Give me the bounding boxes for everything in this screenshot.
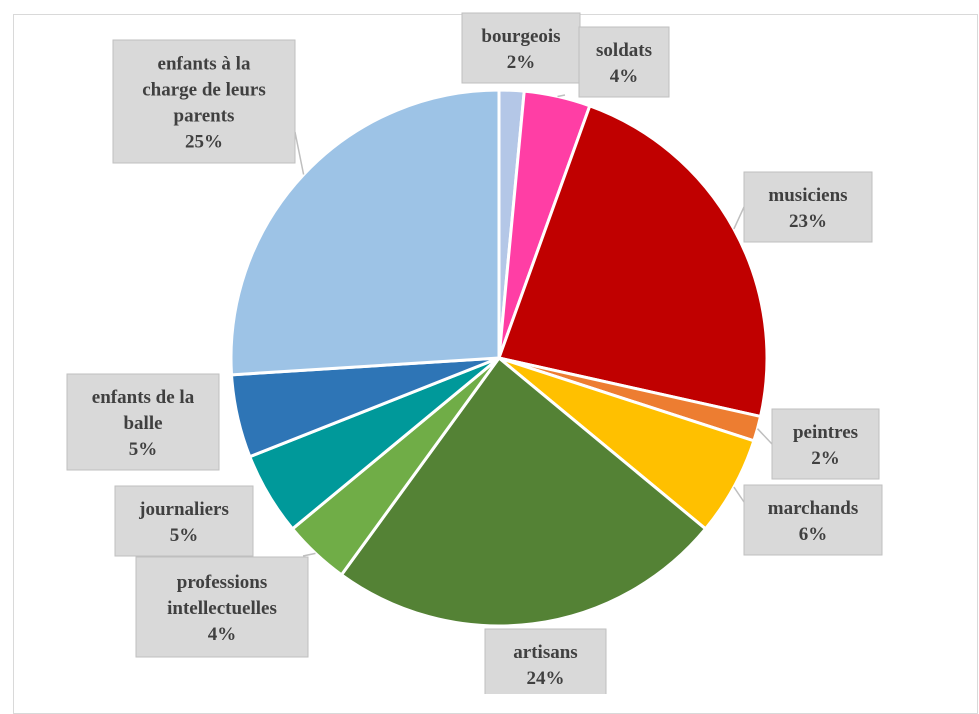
data-label-category: marchands xyxy=(768,498,858,519)
data-label-percent: 2% xyxy=(811,448,840,469)
data-label-percent: 5% xyxy=(170,525,199,546)
data-label-percent: 6% xyxy=(799,524,828,545)
data-label-category: enfants à la xyxy=(158,54,251,75)
leader-line-soldats xyxy=(557,94,566,98)
data-label-bourgeois: bourgeois 2% xyxy=(461,12,581,84)
data-label-category: musiciens xyxy=(768,185,847,206)
leader-line-marchands xyxy=(733,486,745,503)
slice-artisans xyxy=(339,355,708,628)
data-label-box xyxy=(112,39,296,164)
leader-lines xyxy=(294,94,773,557)
slice-musiciens xyxy=(497,103,769,419)
data-label-journaliers: journaliers 5% xyxy=(114,485,254,557)
data-label-category: journaliers xyxy=(138,499,229,520)
data-label-box xyxy=(135,556,309,658)
data-label-category: balle xyxy=(123,413,162,434)
leader-line-enfants-a-la-charge-de-leurs-parents xyxy=(294,131,305,175)
data-label-box xyxy=(461,12,581,84)
leader-line-professions-intellectuelles xyxy=(302,552,316,557)
data-label-percent: 4% xyxy=(610,66,639,87)
data-label-enfants-de-la-balle: enfants de la balle 5% xyxy=(66,373,220,471)
data-label-percent: 23% xyxy=(789,211,827,232)
data-label-category: professions xyxy=(177,572,267,593)
data-label-category: artisans xyxy=(513,642,577,663)
data-label-box xyxy=(114,485,254,557)
data-label-category: parents xyxy=(174,106,235,127)
pie-slices xyxy=(229,88,769,628)
data-label-soldats: soldats 4% xyxy=(578,26,670,98)
data-label-peintres: peintres 2% xyxy=(771,408,880,480)
data-label-enfants-a-la-charge-de-leurs-parents: enfants à la charge de leurs parents 25% xyxy=(112,39,296,164)
data-label-percent: 5% xyxy=(129,439,158,460)
data-label-professions-intellectuelles: professions intellectuelles 4% xyxy=(135,556,309,658)
data-labels: bourgeois 2% soldats 4% musiciens 23% peintres… xyxy=(66,12,883,694)
data-label-marchands: marchands 6% xyxy=(743,484,883,556)
data-label-box xyxy=(743,171,873,243)
data-label-box xyxy=(771,408,880,480)
slice-enfants-a-la-charge-de-leurs-parents xyxy=(229,88,501,377)
data-label-category: enfants de la xyxy=(92,387,195,408)
pie-chart: bourgeois 2% soldats 4% musiciens 23% peintres… xyxy=(66,12,883,694)
leader-line-peintres xyxy=(756,428,773,445)
data-label-box xyxy=(66,373,220,471)
leader-line-musiciens xyxy=(733,206,745,230)
data-label-musiciens: musiciens 23% xyxy=(743,171,873,243)
data-label-box xyxy=(484,628,607,694)
data-label-percent: 24% xyxy=(527,668,565,689)
data-label-box xyxy=(743,484,883,556)
data-label-category: bourgeois xyxy=(481,26,560,47)
data-label-percent: 2% xyxy=(507,52,536,73)
data-label-category: soldats xyxy=(596,40,652,61)
data-label-category: intellectuelles xyxy=(167,598,277,619)
data-label-category: charge de leurs xyxy=(142,80,265,101)
data-label-artisans: artisans 24% xyxy=(484,628,607,694)
data-label-percent: 4% xyxy=(208,624,237,645)
data-label-box xyxy=(578,26,670,98)
data-label-category: peintres xyxy=(793,422,858,443)
data-label-percent: 25% xyxy=(185,132,223,153)
